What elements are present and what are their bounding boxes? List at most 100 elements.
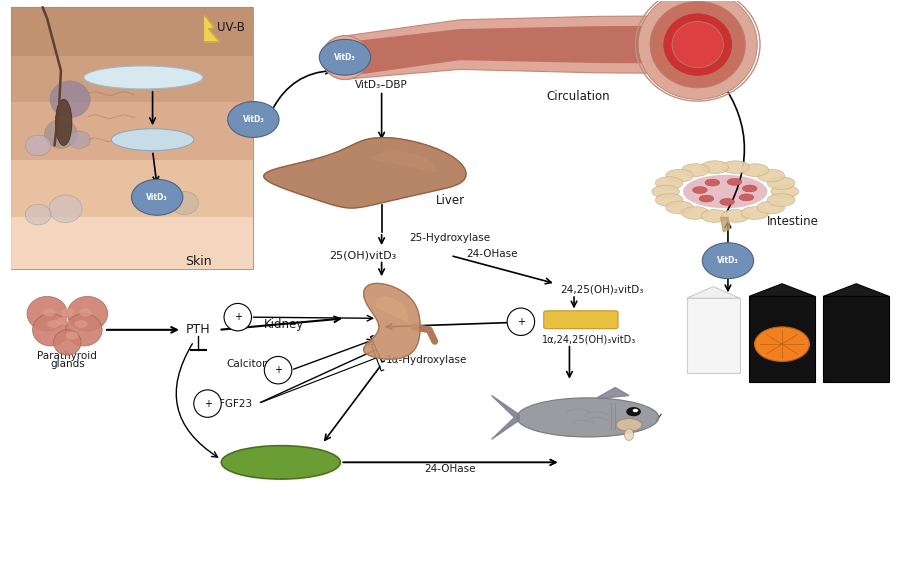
Text: VitD₃: VitD₃ bbox=[146, 193, 168, 202]
Ellipse shape bbox=[742, 164, 768, 177]
Polygon shape bbox=[686, 287, 740, 298]
Circle shape bbox=[632, 409, 638, 412]
Text: Calcitonin: Calcitonin bbox=[227, 360, 279, 369]
FancyBboxPatch shape bbox=[10, 102, 254, 160]
Text: Kidney: Kidney bbox=[264, 317, 304, 331]
Ellipse shape bbox=[652, 185, 679, 198]
Ellipse shape bbox=[624, 429, 633, 441]
Ellipse shape bbox=[616, 419, 641, 431]
Ellipse shape bbox=[319, 39, 370, 75]
Ellipse shape bbox=[650, 1, 745, 88]
Ellipse shape bbox=[65, 314, 102, 346]
Text: Circulation: Circulation bbox=[547, 90, 610, 103]
Ellipse shape bbox=[767, 194, 795, 206]
Text: +: + bbox=[274, 365, 282, 375]
Ellipse shape bbox=[50, 81, 90, 118]
Circle shape bbox=[42, 309, 55, 317]
FancyBboxPatch shape bbox=[10, 7, 254, 269]
Ellipse shape bbox=[328, 42, 361, 74]
Text: Milk: Milk bbox=[699, 321, 727, 335]
Ellipse shape bbox=[739, 194, 754, 201]
Ellipse shape bbox=[743, 185, 757, 192]
Ellipse shape bbox=[757, 169, 785, 182]
Circle shape bbox=[47, 320, 60, 328]
Ellipse shape bbox=[228, 101, 279, 137]
Ellipse shape bbox=[27, 296, 67, 331]
Text: Parathyroid: Parathyroid bbox=[38, 351, 97, 361]
Polygon shape bbox=[345, 16, 698, 79]
Polygon shape bbox=[372, 152, 436, 171]
Ellipse shape bbox=[221, 446, 340, 479]
Ellipse shape bbox=[55, 100, 72, 145]
FancyBboxPatch shape bbox=[10, 218, 254, 269]
Ellipse shape bbox=[721, 161, 749, 174]
Text: Skin: Skin bbox=[185, 255, 211, 268]
Text: glands: glands bbox=[50, 360, 85, 369]
Ellipse shape bbox=[727, 178, 742, 185]
Text: 1α-Hydroxylase: 1α-Hydroxylase bbox=[386, 355, 468, 365]
Ellipse shape bbox=[516, 398, 659, 437]
FancyBboxPatch shape bbox=[749, 296, 815, 382]
Ellipse shape bbox=[721, 210, 749, 222]
Ellipse shape bbox=[702, 243, 754, 278]
FancyBboxPatch shape bbox=[10, 56, 254, 102]
Polygon shape bbox=[205, 16, 220, 42]
Ellipse shape bbox=[663, 13, 732, 76]
Text: 1α,24,25(OH)₃vitD₃: 1α,24,25(OH)₃vitD₃ bbox=[542, 335, 636, 345]
Text: VitD₃: VitD₃ bbox=[717, 256, 739, 265]
Ellipse shape bbox=[705, 179, 720, 186]
Text: Pre-vitD₃: Pre-vitD₃ bbox=[131, 135, 174, 145]
Polygon shape bbox=[720, 218, 730, 232]
Ellipse shape bbox=[683, 175, 767, 208]
Text: +: + bbox=[516, 317, 525, 327]
Ellipse shape bbox=[322, 36, 368, 79]
FancyBboxPatch shape bbox=[823, 296, 890, 382]
Ellipse shape bbox=[655, 177, 683, 189]
Ellipse shape bbox=[666, 169, 693, 182]
Text: 24,25(OH)₂vitD₃: 24,25(OH)₂vitD₃ bbox=[561, 284, 643, 295]
Ellipse shape bbox=[68, 131, 90, 148]
Text: 1α,25(OH)₂vitD₃: 1α,25(OH)₂vitD₃ bbox=[234, 457, 327, 467]
Ellipse shape bbox=[171, 192, 199, 215]
Ellipse shape bbox=[25, 135, 51, 156]
Ellipse shape bbox=[693, 186, 707, 193]
Circle shape bbox=[626, 407, 641, 416]
Text: +: + bbox=[233, 312, 242, 322]
Circle shape bbox=[61, 309, 74, 317]
Ellipse shape bbox=[682, 164, 709, 177]
FancyBboxPatch shape bbox=[686, 298, 740, 373]
Text: +: + bbox=[203, 398, 211, 409]
Circle shape bbox=[754, 327, 810, 361]
Text: Liver: Liver bbox=[436, 194, 465, 207]
Ellipse shape bbox=[701, 210, 729, 222]
Ellipse shape bbox=[32, 314, 69, 346]
Ellipse shape bbox=[699, 195, 714, 202]
Ellipse shape bbox=[84, 66, 203, 89]
Text: DBP: DBP bbox=[427, 36, 455, 49]
Ellipse shape bbox=[767, 177, 795, 189]
Text: 24-OHase: 24-OHase bbox=[425, 464, 476, 474]
Ellipse shape bbox=[757, 201, 785, 214]
Polygon shape bbox=[376, 297, 407, 321]
Text: Intestine: Intestine bbox=[766, 215, 818, 228]
Ellipse shape bbox=[67, 296, 108, 331]
Polygon shape bbox=[597, 387, 629, 398]
Ellipse shape bbox=[131, 179, 183, 215]
Circle shape bbox=[74, 320, 87, 328]
Ellipse shape bbox=[742, 207, 768, 219]
Text: Orange
Juice: Orange Juice bbox=[762, 301, 802, 323]
Text: VitD₃–DBP: VitD₃–DBP bbox=[356, 80, 408, 90]
Polygon shape bbox=[264, 138, 466, 208]
Ellipse shape bbox=[666, 201, 693, 214]
Ellipse shape bbox=[638, 0, 757, 100]
Ellipse shape bbox=[194, 390, 221, 417]
Polygon shape bbox=[823, 284, 890, 296]
Ellipse shape bbox=[771, 185, 799, 198]
Text: FGF23: FGF23 bbox=[219, 398, 252, 409]
Ellipse shape bbox=[701, 161, 729, 174]
Polygon shape bbox=[492, 395, 519, 439]
Circle shape bbox=[65, 332, 78, 340]
Ellipse shape bbox=[682, 207, 709, 219]
Text: Fortified
with
vitamin
D: Fortified with vitamin D bbox=[837, 315, 875, 355]
Ellipse shape bbox=[53, 330, 81, 355]
